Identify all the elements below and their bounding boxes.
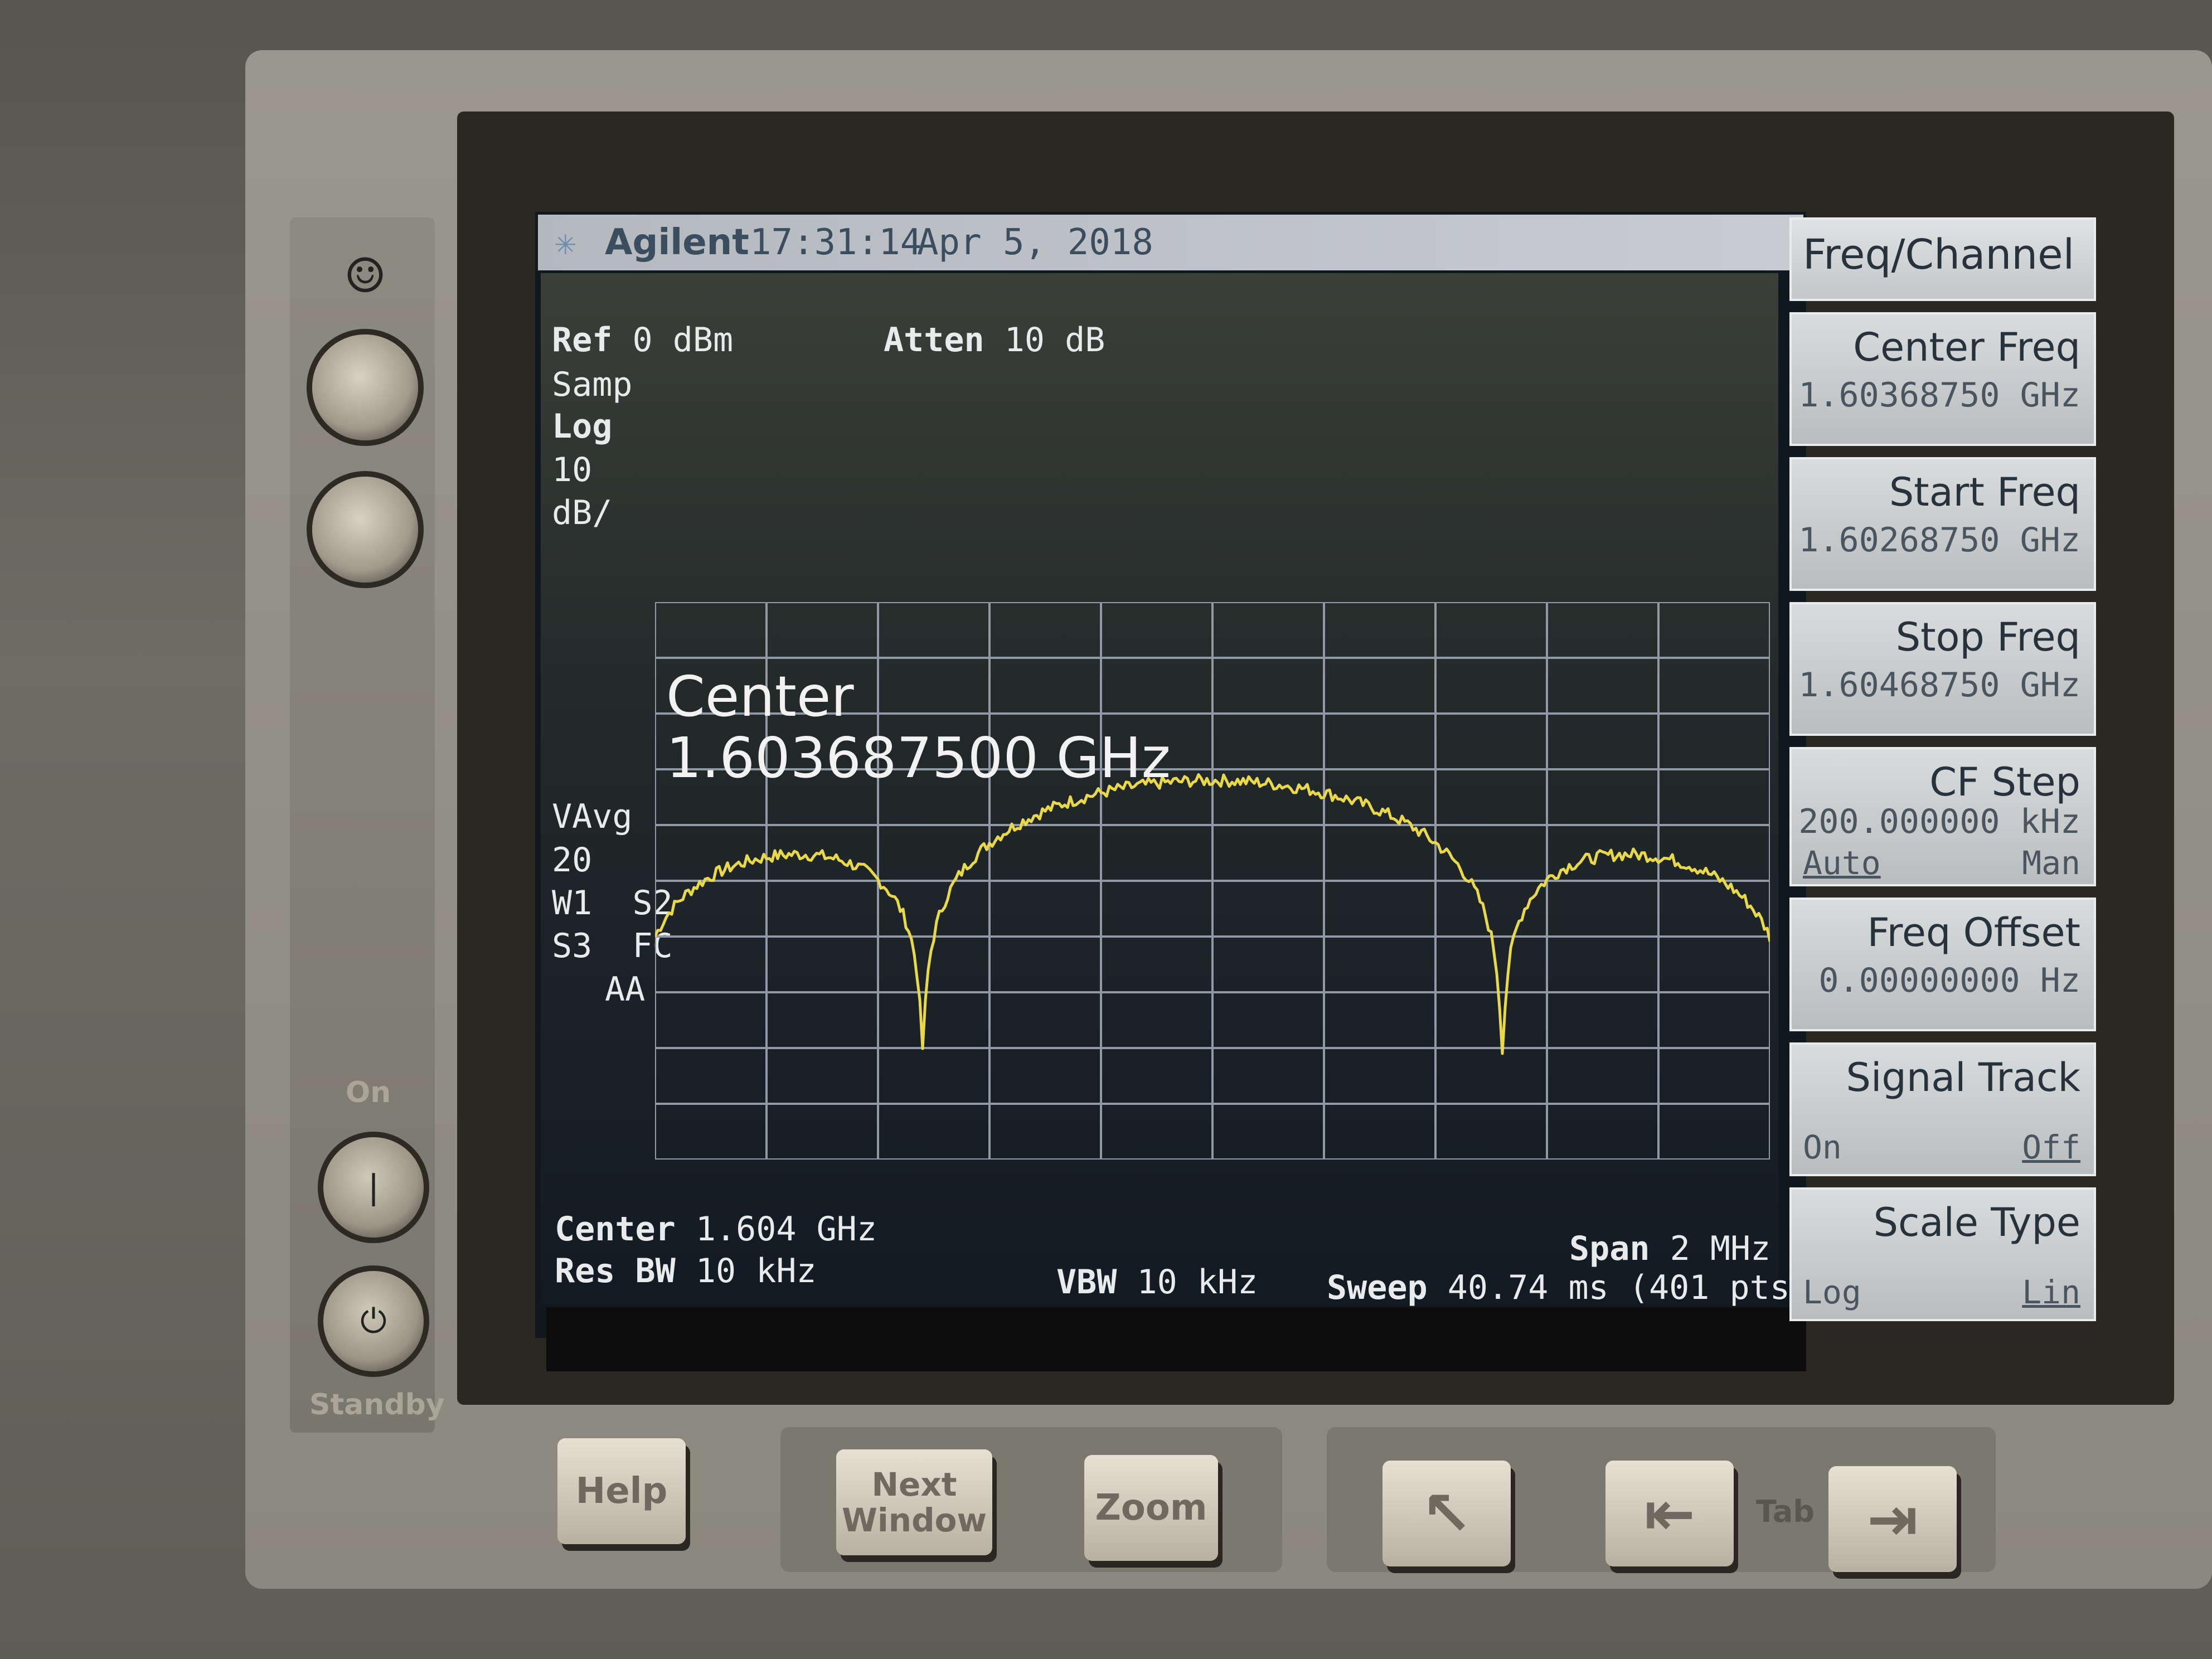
signal-track-off: Off — [2022, 1128, 2080, 1166]
stop-freq-softkey[interactable]: Stop Freq 1.60468750 GHz — [1789, 602, 2096, 736]
title-bar: ✳ Agilent 17:31:14 Apr 5, 2018 — [538, 215, 1803, 270]
scale-type-lin: Lin — [2022, 1273, 2080, 1311]
trace-status-1: W1 S2 — [552, 884, 673, 923]
resolution-bandwidth: Res BW 10 kHz — [555, 1251, 817, 1291]
clock-date: Apr 5, 2018 — [917, 222, 1153, 263]
freq-offset-value: 0.00000000 Hz — [1818, 961, 2080, 1000]
scale-type-softkey[interactable]: Scale Type Log Lin — [1789, 1187, 2096, 1321]
menu-title: Freq/Channel — [1789, 217, 2096, 301]
brand-logo: Agilent — [605, 222, 749, 263]
clock-time: 17:31:14 — [750, 222, 922, 263]
softkey-menu: Freq/Channel Center Freq 1.60368750 GHz … — [1789, 212, 2102, 1327]
signal-track-softkey[interactable]: Signal Track On Off — [1789, 1042, 2096, 1176]
detector-mode: Samp — [552, 365, 633, 404]
tab-left-icon: ⇤ — [1643, 1478, 1696, 1549]
scale-type-title: Scale Type — [1873, 1200, 2080, 1245]
signal-track-on: On — [1803, 1128, 1842, 1166]
speaker-head-icon: ☺ — [346, 240, 384, 312]
standby-button[interactable]: ⏻ — [323, 1271, 424, 1371]
center-freq-softkey[interactable]: Center Freq 1.60368750 GHz — [1789, 312, 2096, 446]
round-button-upper[interactable] — [312, 334, 418, 440]
power-icon: ⏻ — [360, 1302, 387, 1341]
center-freq-title: Center Freq — [1853, 324, 2080, 370]
signal-track-title: Signal Track — [1846, 1055, 2080, 1100]
spectrum-plot — [655, 602, 1770, 1160]
status-line — [546, 1307, 1806, 1371]
spectrum-trace — [655, 773, 1770, 1055]
on-button[interactable]: | — [323, 1137, 424, 1238]
select-key[interactable]: ↖ — [1382, 1461, 1511, 1566]
zoom-key[interactable]: Zoom — [1084, 1455, 1218, 1561]
cf-step-softkey[interactable]: CF Step 200.000000 kHz Auto Man — [1789, 747, 2096, 886]
scale-per-div: 10 — [552, 450, 593, 489]
scale-unit: dB/ — [552, 493, 613, 532]
menu-title-label: Freq/Channel — [1803, 231, 2075, 279]
stop-freq-title: Stop Freq — [1895, 614, 2080, 660]
active-function-label: Center — [666, 664, 854, 729]
graticule — [655, 602, 1770, 1160]
cf-step-value: 200.000000 kHz — [1798, 802, 2080, 841]
freq-offset-title: Freq Offset — [1867, 910, 2080, 955]
video-bandwidth: VBW 10 kHz — [1056, 1263, 1258, 1302]
help-key[interactable]: Help — [557, 1438, 686, 1544]
start-freq-title: Start Freq — [1889, 469, 2080, 515]
scale-type-log: Log — [1803, 1273, 1861, 1311]
attenuation: Atten 10 dB — [884, 321, 1105, 360]
cf-step-man: Man — [2022, 844, 2080, 882]
cf-step-title: CF Step — [1929, 759, 2080, 805]
arrow-up-left-icon: ↖ — [1420, 1478, 1473, 1549]
standby-label: Standby — [309, 1388, 445, 1422]
video-average: VAvg — [552, 797, 633, 836]
tab-right-icon: ⇥ — [1866, 1483, 1919, 1555]
start-freq-softkey[interactable]: Start Freq 1.60268750 GHz — [1789, 457, 2096, 591]
stop-freq-value: 1.60468750 GHz — [1798, 666, 2080, 705]
freq-offset-softkey[interactable]: Freq Offset 0.00000000 Hz — [1789, 898, 2096, 1031]
average-count: 20 — [552, 841, 593, 880]
start-freq-value: 1.60268750 GHz — [1798, 521, 2080, 560]
tab-label: Tab — [1756, 1494, 1815, 1529]
sweep-time: Sweep 40.74 ms (401 pts) — [1327, 1268, 1810, 1307]
center-frequency: Center 1.604 GHz — [555, 1210, 877, 1249]
agilent-star-icon: ✳ — [555, 222, 576, 263]
cf-step-auto: Auto — [1803, 844, 1881, 882]
round-button-lower[interactable] — [312, 477, 418, 583]
tab-back-key[interactable]: ⇤ — [1605, 1461, 1734, 1566]
center-freq-value: 1.60368750 GHz — [1798, 376, 2080, 415]
on-label: On — [346, 1076, 391, 1109]
scale-log: Log — [552, 407, 613, 446]
on-icon: | — [363, 1168, 384, 1207]
active-function-value: 1.603687500 GHz — [666, 725, 1171, 790]
trace-status-2: S3 FC — [552, 926, 673, 966]
tab-forward-key[interactable]: ⇥ — [1828, 1466, 1957, 1572]
ref-level: Ref 0 dBm — [552, 321, 734, 360]
next-window-key[interactable]: Next Window — [836, 1449, 992, 1555]
frequency-span: Span 2 MHz — [1569, 1229, 1771, 1268]
trace-status-3: AA — [605, 970, 646, 1009]
